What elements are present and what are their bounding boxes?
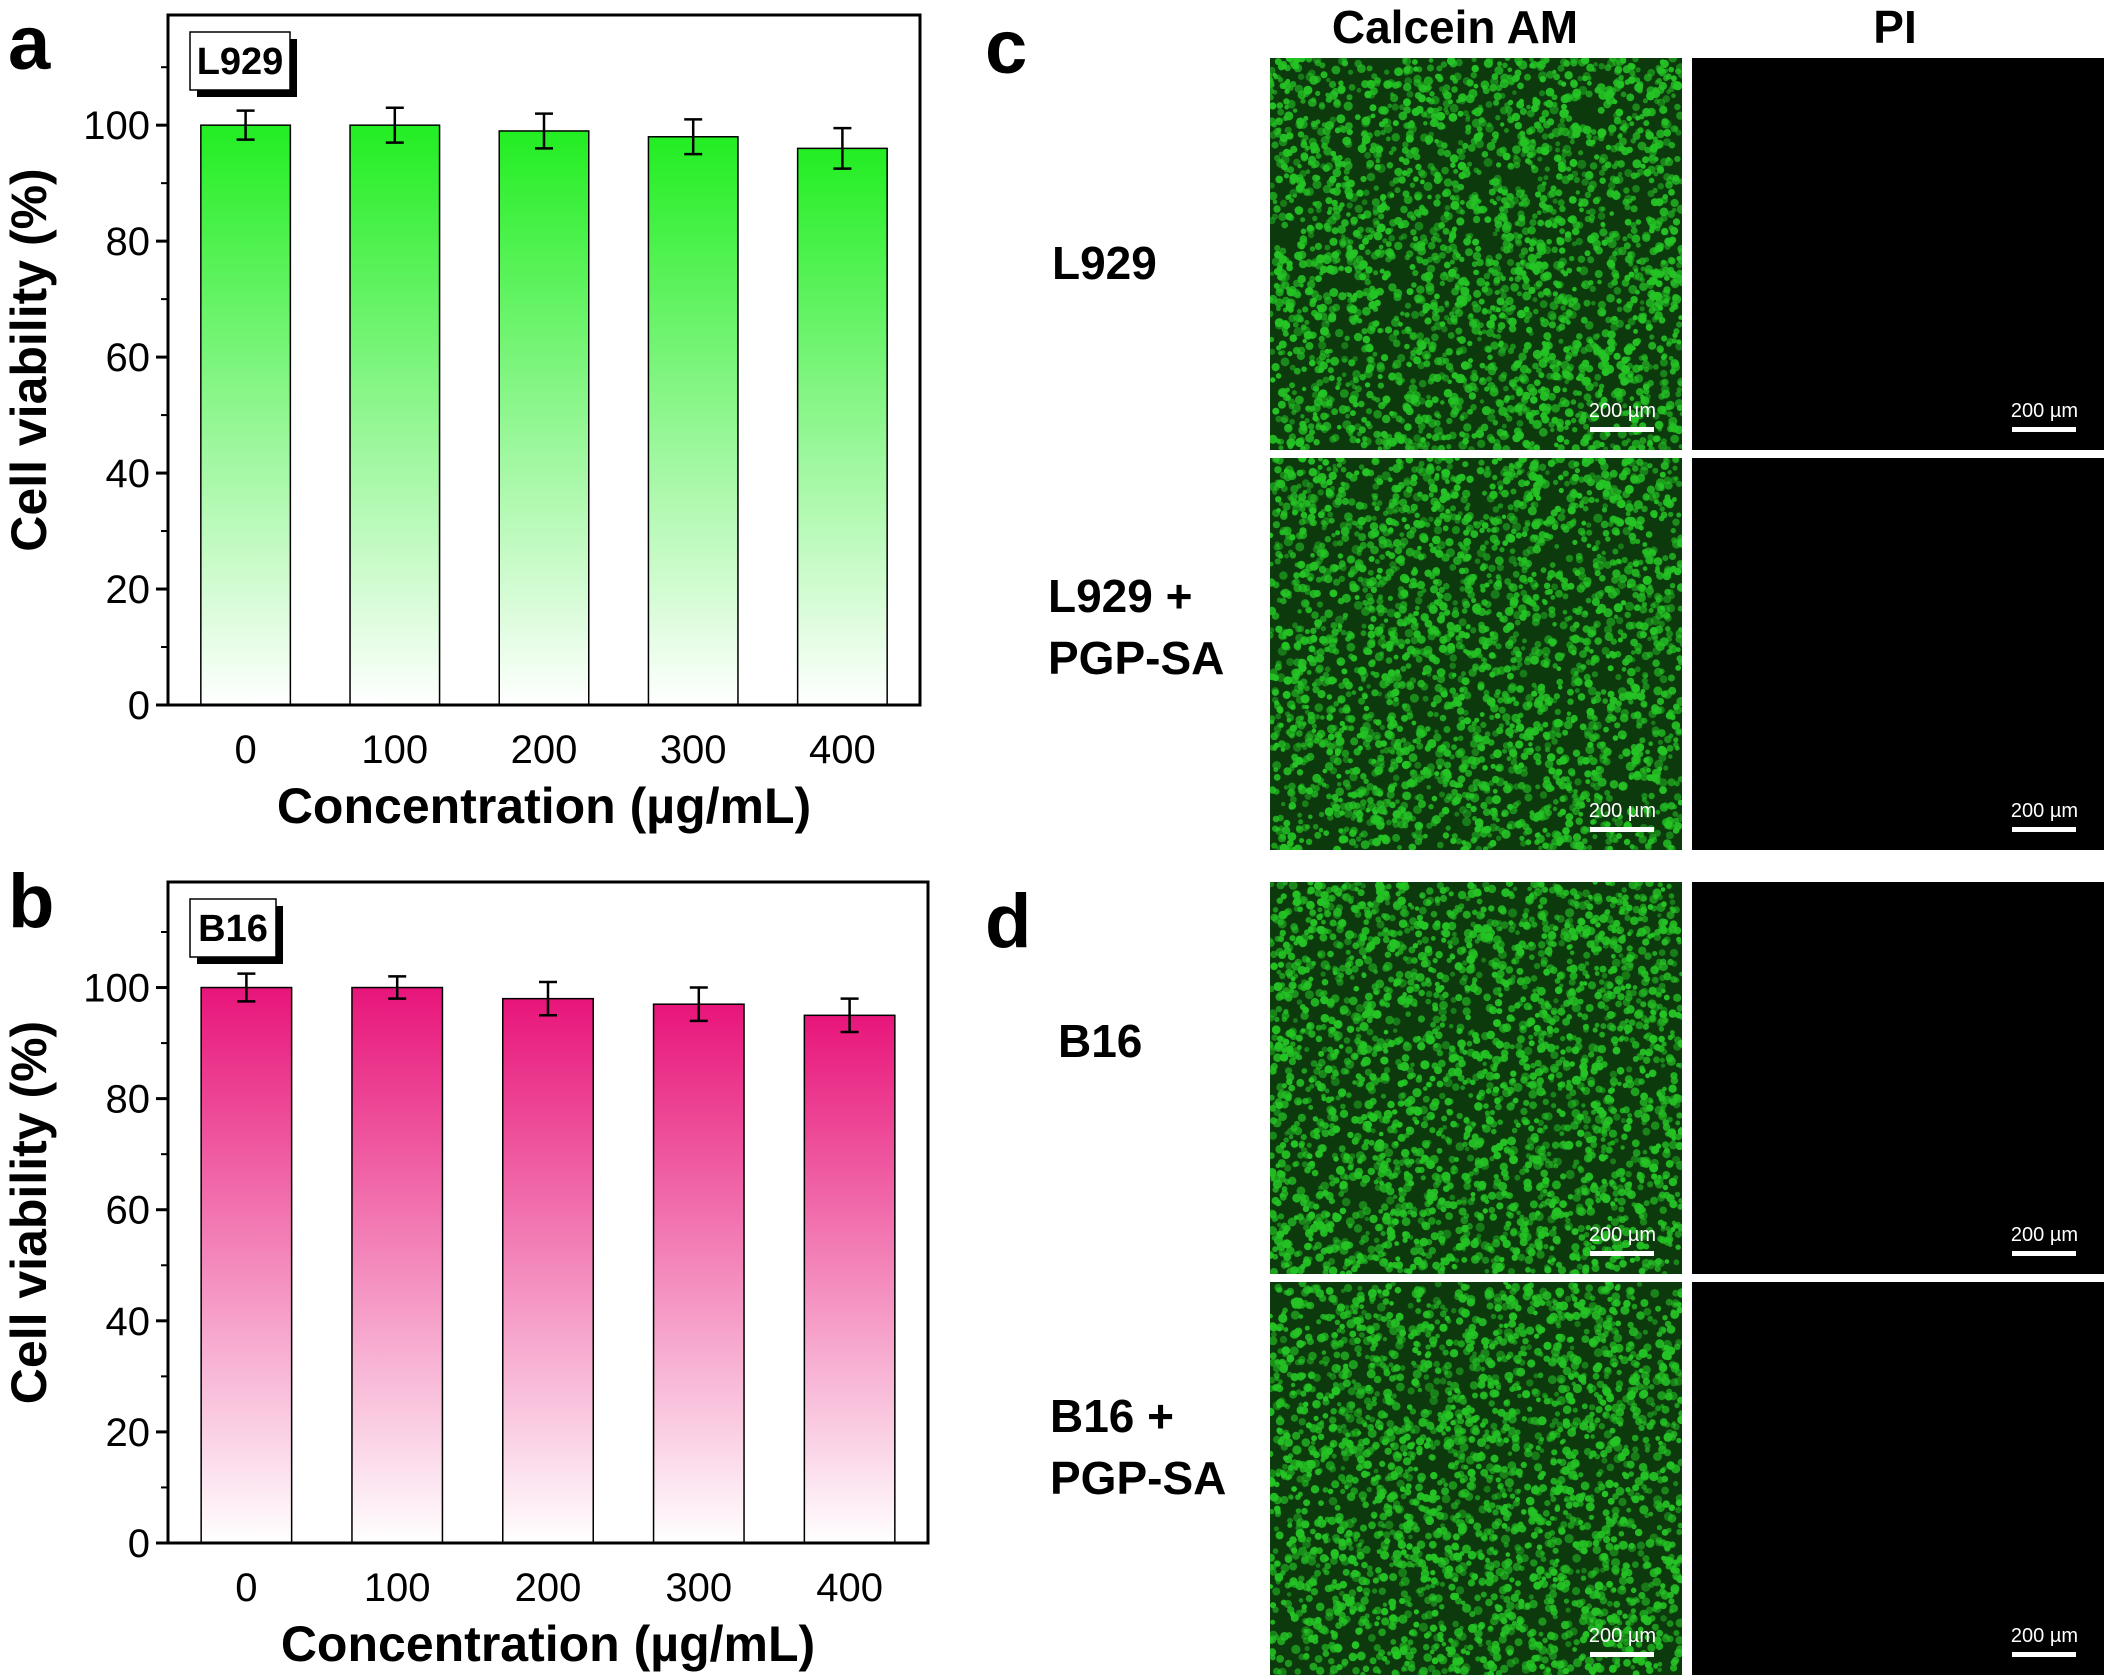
x-tick-label: 100 — [364, 1566, 431, 1610]
row-label-line: L929 + — [1048, 570, 1193, 622]
x-axis-label: Concentration (µg/mL) — [281, 1616, 815, 1672]
y-tick-label: 80 — [106, 220, 151, 264]
micrograph-b16-pi: 200 µm — [1692, 882, 2104, 1274]
row-label-b16: B16 — [1058, 1010, 1142, 1072]
y-tick-label: 100 — [83, 104, 150, 148]
scale-bar: 200 µm — [2011, 801, 2078, 832]
micrograph-l929-pgp-sa-calcein: 200 µm — [1270, 458, 1682, 850]
plot-frame — [166, 880, 930, 1545]
bar — [796, 147, 888, 706]
tag-box — [189, 31, 291, 91]
scale-bar: 200 µm — [1589, 401, 1656, 432]
tag-box — [189, 898, 277, 958]
scale-bar-label: 200 µm — [1588, 1625, 1656, 1647]
row-label-line: B16 — [1058, 1015, 1143, 1067]
panel-letter-b: b — [8, 859, 55, 944]
bar — [349, 124, 441, 706]
cell-line-tag: B16 — [198, 908, 268, 950]
scale-bar-label: 200 µm — [1588, 400, 1656, 422]
scale-bar-label: 200 µm — [1588, 1224, 1656, 1246]
cell-line-tag: L929 — [197, 41, 284, 83]
row-label-line: PGP-SA — [1048, 632, 1225, 684]
panel-letter-c: c — [985, 5, 1028, 90]
viability-chart-b16: 0 100 200 300 400 0 20 40 60 80 100 Concentration (… — [1, 880, 930, 1672]
y-axis-label: Cell viability (%) — [1, 1021, 57, 1404]
bar — [200, 986, 293, 1544]
scale-bar: 200 µm — [2011, 401, 2078, 432]
bar — [803, 1014, 896, 1544]
panel-letter-a: a — [8, 1, 51, 86]
x-tick-label: 300 — [665, 1566, 732, 1610]
bar — [502, 997, 594, 1544]
y-tick-label: 80 — [106, 1078, 151, 1122]
row-label-l929: L929 — [1052, 232, 1157, 294]
x-tick-label: 400 — [809, 728, 876, 772]
scale-bar-label: 200 µm — [2010, 1224, 2078, 1246]
micrograph-l929-pi: 200 µm — [1692, 58, 2104, 450]
y-tick-label: 20 — [106, 568, 151, 612]
cell-texture — [1270, 1282, 1682, 1675]
y-tick-label: 0 — [128, 684, 150, 728]
scale-bar: 200 µm — [1589, 801, 1656, 832]
micrograph-b16-calcein: 200 µm — [1270, 882, 1682, 1274]
bar — [647, 136, 739, 706]
cell-texture — [1270, 458, 1682, 850]
y-tick-label: 40 — [106, 1300, 151, 1344]
row-label-line: PGP-SA — [1050, 1452, 1227, 1504]
bar — [498, 130, 590, 706]
viability-chart-l929: 0 100 200 300 400 0 20 40 60 80 100 Concentration (… — [1, 13, 922, 834]
y-tick-label: 100 — [83, 967, 150, 1011]
y-tick-label: 60 — [106, 1189, 151, 1233]
micrograph-l929-pgp-sa-pi: 200 µm — [1692, 458, 2104, 850]
scale-bar: 200 µm — [2011, 1626, 2078, 1657]
y-tick-label: 60 — [106, 336, 151, 380]
y-tick-label: 0 — [128, 1522, 150, 1566]
scale-bar: 200 µm — [1589, 1626, 1656, 1657]
micrograph-b16-pgp-sa-calcein: 200 µm — [1270, 1282, 1682, 1675]
bar — [652, 1003, 745, 1544]
micrograph-b16-pgp-sa-pi: 200 µm — [1692, 1282, 2104, 1675]
bar — [200, 124, 292, 706]
scale-bar-label: 200 µm — [1588, 800, 1656, 822]
scale-bar-label: 200 µm — [2010, 400, 2078, 422]
scale-bar: 200 µm — [2011, 1225, 2078, 1256]
y-tick-label: 20 — [106, 1411, 151, 1455]
plot-frame — [166, 13, 922, 707]
column-header-pi: PI — [1873, 1, 1917, 53]
bar — [351, 986, 444, 1544]
column-header-calcein-am: Calcein AM — [1331, 1, 1579, 53]
x-tick-label: 100 — [361, 728, 428, 772]
x-axis-label: Concentration (µg/mL) — [277, 778, 811, 834]
row-label-line: B16 + — [1050, 1390, 1175, 1442]
x-tick-label: 300 — [660, 728, 727, 772]
panel-letter-d: d — [985, 879, 1032, 964]
y-tick-label: 40 — [106, 452, 151, 496]
x-tick-label: 200 — [511, 728, 578, 772]
row-label-line: L929 — [1052, 237, 1157, 289]
x-tick-label: 0 — [234, 728, 256, 772]
scale-bar: 200 µm — [1589, 1225, 1656, 1256]
x-tick-label: 400 — [816, 1566, 883, 1610]
y-axis-label: Cell viability (%) — [1, 168, 57, 551]
cell-texture — [1270, 882, 1682, 1274]
micrograph-l929-calcein: 200 µm — [1270, 58, 1682, 450]
scale-bar-label: 200 µm — [2010, 800, 2078, 822]
cell-texture — [1270, 58, 1682, 450]
x-tick-label: 0 — [235, 1566, 257, 1610]
row-label-l929-pgp-sa: L929 + PGP-SA — [1048, 565, 1224, 689]
row-label-b16-pgp-sa: B16 + PGP-SA — [1050, 1385, 1226, 1509]
x-tick-label: 200 — [515, 1566, 582, 1610]
scale-bar-label: 200 µm — [2010, 1625, 2078, 1647]
